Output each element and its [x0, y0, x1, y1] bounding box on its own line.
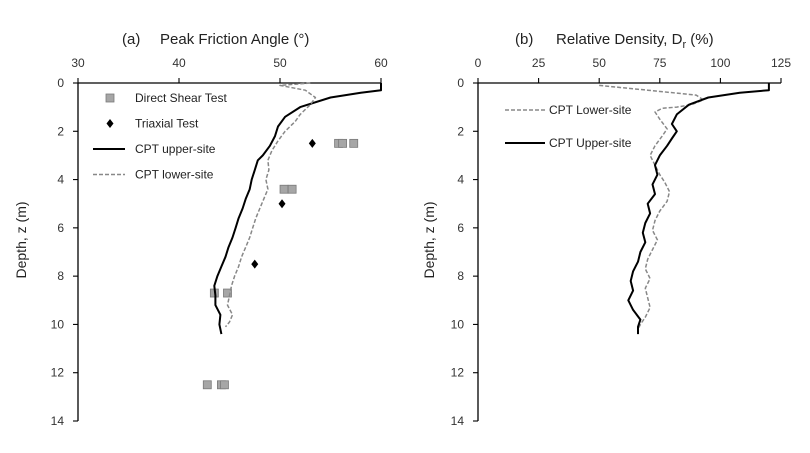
panel-b-title-sub: r — [682, 39, 686, 51]
b-y-tick-label: 0 — [457, 76, 464, 90]
a-y-tick-label: 8 — [57, 269, 64, 283]
panel-b-title-unit: (%) — [686, 31, 714, 48]
panel-b-y-axis-label: Depth, z (m) — [421, 201, 437, 278]
b-y-tick-label: 12 — [451, 366, 465, 380]
a-legend-direct-shear-test-swatch — [105, 93, 115, 103]
a-direct-shear-test-point — [287, 184, 297, 194]
b-x-tick-label: 100 — [710, 56, 730, 70]
b-y-tick-label: 2 — [457, 124, 464, 138]
b-y-tick-label: 10 — [451, 317, 465, 331]
b-legend-cpt-lower-site-label: CPT Lower-site — [549, 103, 632, 117]
a-x-tick-label: 40 — [172, 56, 186, 70]
b-x-tick-label: 25 — [532, 56, 546, 70]
a-direct-shear-test-point — [223, 288, 232, 298]
a-y-tick-label: 12 — [51, 366, 65, 380]
b-cpt-lower-site-line — [599, 84, 705, 330]
a-legend-cpt-lower-site-label: CPT lower-site — [135, 168, 214, 182]
a-y-tick-label: 0 — [57, 76, 64, 90]
a-y-tick-label: 2 — [57, 124, 64, 138]
a-legend-direct-shear-test-label: Direct Shear Test — [135, 91, 227, 105]
panel-b-plot: 0 25 50 75 100 125 0 2 4 6 8 10 12 14 CPT Lower-site CP… — [451, 56, 792, 428]
b-legend-cpt-upper-site-label: CPT Upper-site — [549, 136, 632, 150]
a-x-tick-label: 60 — [374, 56, 388, 70]
a-x-tick-label: 30 — [71, 56, 85, 70]
a-direct-shear-test-point — [338, 138, 348, 148]
a-y-tick-label: 4 — [57, 173, 64, 187]
a-direct-shear-test-point — [349, 138, 359, 148]
a-direct-shear-test-point — [220, 380, 229, 390]
b-y-tick-label: 4 — [457, 173, 464, 187]
b-x-tick-label: 0 — [475, 56, 482, 70]
b-cpt-upper-site-line — [627, 83, 770, 335]
a-legend-triaxial-test-swatch — [106, 119, 114, 128]
a-direct-shear-test-point — [202, 380, 212, 390]
a-cpt-upper-site-line — [213, 83, 382, 335]
a-triaxial-test-point — [278, 199, 286, 209]
panel-a-y-axis-label: Depth, z (m) — [13, 201, 29, 278]
panel-b-label: (b) — [515, 31, 533, 48]
b-x-tick-label: 50 — [593, 56, 607, 70]
panel-a-plot: 30 40 50 60 0 2 4 6 8 10 12 14 Direct Shear Test Tria… — [51, 56, 388, 428]
panel-b-title-main: Relative Density, D — [556, 31, 683, 48]
a-y-tick-label: 14 — [51, 414, 65, 428]
a-direct-shear-test-point — [279, 184, 289, 194]
a-legend-triaxial-test-label: Triaxial Test — [135, 117, 199, 131]
b-y-tick-label: 6 — [457, 221, 464, 235]
a-triaxial-test-point — [308, 138, 316, 148]
panel-a: (a) Peak Friction Angle (°) Depth, z (m)… — [13, 31, 388, 428]
panel-b-title: Relative Density, Dr (%) — [556, 31, 714, 51]
b-y-tick-label: 8 — [457, 269, 464, 283]
b-x-tick-label: 75 — [653, 56, 667, 70]
a-x-tick-label: 50 — [273, 56, 287, 70]
panel-a-title: Peak Friction Angle (°) — [160, 31, 309, 48]
a-triaxial-test-point — [251, 259, 259, 269]
a-y-tick-label: 10 — [51, 317, 65, 331]
a-legend-cpt-upper-site-label: CPT upper-site — [135, 142, 216, 156]
a-cpt-lower-site-line — [224, 82, 317, 328]
b-y-tick-label: 14 — [451, 414, 465, 428]
b-x-tick-label: 125 — [771, 56, 791, 70]
panel-b: (b) Relative Density, Dr (%) Depth, z (m… — [421, 31, 791, 428]
a-y-tick-label: 6 — [57, 221, 64, 235]
panel-a-label: (a) — [122, 31, 140, 48]
